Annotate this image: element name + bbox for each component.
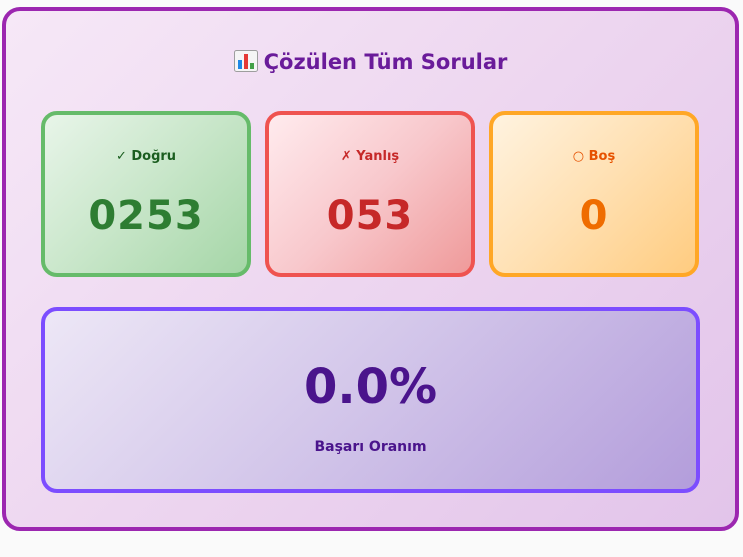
correct-label: ✓ Doğru [115, 149, 177, 164]
correct-value: 0253 [88, 193, 204, 239]
wrong-count-card: ✗ Yanlış 053 [265, 111, 475, 277]
success-rate-value: 0.0% [303, 359, 438, 415]
correct-count-card: ✓ Doğru 0253 [41, 111, 251, 277]
page-title-text: Çözülen Tüm Sorular [263, 50, 508, 74]
wrong-value: 053 [326, 193, 414, 239]
empty-count-card: ○ Boş 0 [489, 111, 699, 277]
wrong-label: ✗ Yanlış [340, 149, 400, 164]
empty-value: 0 [579, 193, 609, 239]
stats-panel: Çözülen Tüm Sorular ✓ Doğru 0253 ✗ Yanlı… [2, 7, 739, 531]
success-rate-card: 0.0% Başarı Oranım [41, 307, 700, 493]
bar-chart-icon [233, 50, 258, 72]
page-title: Çözülen Tüm Sorular [6, 50, 735, 74]
empty-label: ○ Boş [572, 149, 616, 164]
success-rate-label: Başarı Oranım [314, 439, 427, 455]
